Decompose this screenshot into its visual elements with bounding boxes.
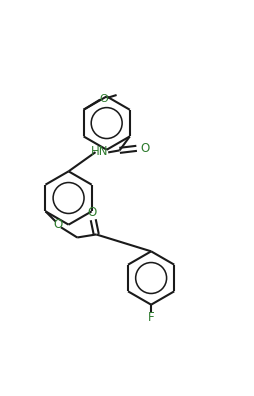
Text: O: O [100, 94, 108, 104]
Text: F: F [148, 311, 154, 324]
Text: O: O [140, 142, 150, 155]
Text: O: O [88, 206, 97, 219]
Text: HN: HN [90, 145, 108, 158]
Text: O: O [53, 218, 62, 231]
